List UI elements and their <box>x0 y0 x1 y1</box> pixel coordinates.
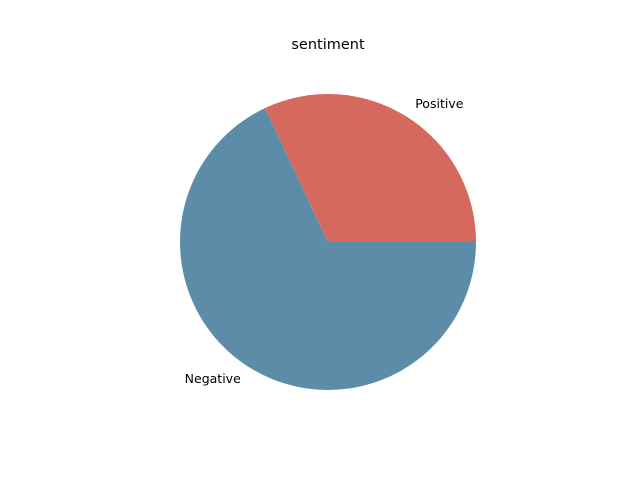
chart-title: sentiment <box>291 37 365 53</box>
pie-label-positive: Positive <box>415 96 463 111</box>
pie-slice-positive <box>264 93 476 242</box>
pie-label-negative: Negative <box>185 371 241 386</box>
pie-labels: Positive Negative <box>185 96 464 386</box>
pie-slices <box>180 93 476 390</box>
pie-slice-negative <box>180 108 476 390</box>
